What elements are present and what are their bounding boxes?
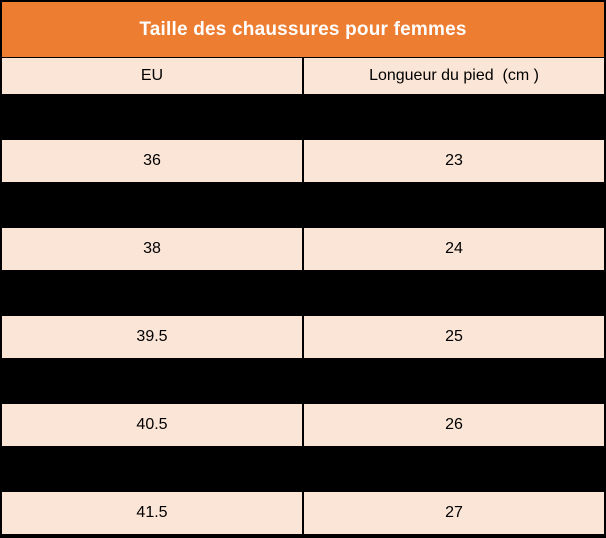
eu-size-cell: 40.5: [2, 404, 302, 446]
redacted-row: [2, 358, 604, 404]
table-row: 39.5 25: [2, 316, 604, 358]
redacted-row: [2, 182, 604, 228]
table-title: Taille des chaussures pour femmes: [2, 2, 604, 57]
foot-length-cell: 23: [304, 140, 604, 182]
column-header-eu: EU: [2, 58, 302, 94]
redacted-row: [2, 446, 604, 492]
foot-length-cell: 26: [304, 404, 604, 446]
table-row: 41.5 27: [2, 492, 604, 534]
table-row: 40.5 26: [2, 404, 604, 446]
header-row: EU Longueur du pied (cm ): [2, 58, 604, 94]
eu-size-cell: 36: [2, 140, 302, 182]
eu-size-cell: 38: [2, 228, 302, 270]
eu-size-cell: 41.5: [2, 492, 302, 534]
foot-length-cell: 25: [304, 316, 604, 358]
eu-size-cell: 39.5: [2, 316, 302, 358]
column-header-foot-length: Longueur du pied (cm ): [304, 58, 604, 94]
redacted-row: [2, 270, 604, 316]
table-row: 36 23: [2, 140, 604, 182]
foot-length-cell: 24: [304, 228, 604, 270]
foot-length-cell: 27: [304, 492, 604, 534]
redacted-row: [2, 94, 604, 140]
table-row: 38 24: [2, 228, 604, 270]
